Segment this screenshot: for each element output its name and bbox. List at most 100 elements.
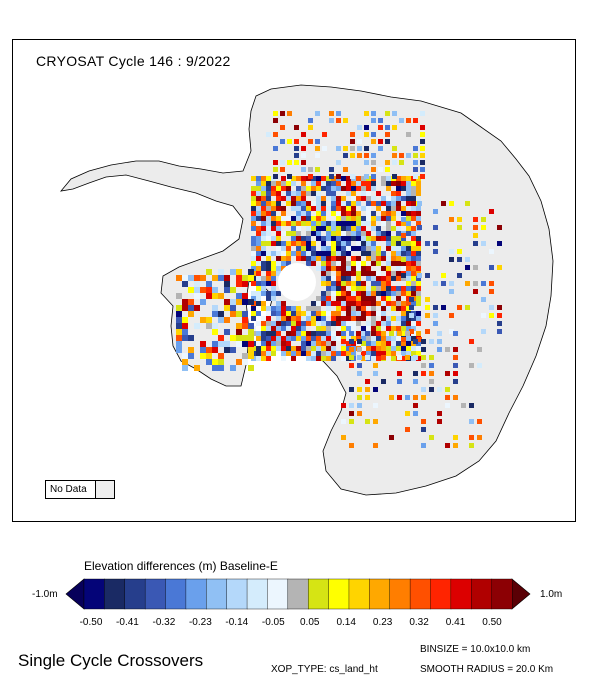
binsize-label: BINSIZE = 10.0x10.0 km (420, 644, 531, 655)
data-cell (291, 221, 296, 226)
data-cell (411, 351, 416, 356)
data-cell (206, 323, 212, 329)
colorbar-tick-label: 0.14 (336, 617, 356, 628)
data-cell (385, 111, 390, 116)
data-cell (326, 306, 331, 311)
data-cell (406, 226, 411, 231)
data-cell (357, 347, 362, 352)
data-cell (306, 346, 311, 351)
data-cell (321, 276, 326, 281)
data-cell (261, 181, 266, 186)
data-cell (236, 359, 242, 365)
data-cell (341, 206, 346, 211)
data-cell (357, 395, 362, 400)
data-cell (336, 271, 341, 276)
data-cell (346, 281, 351, 286)
data-cell (357, 139, 362, 144)
data-cell (373, 371, 378, 376)
data-cell (341, 251, 346, 256)
data-cell (296, 206, 301, 211)
data-cell (406, 256, 411, 261)
colorbar-swatch (287, 578, 309, 610)
data-cell (425, 305, 430, 310)
data-cell (341, 339, 346, 344)
data-cell (416, 351, 421, 356)
data-cell (236, 335, 242, 341)
data-cell (336, 286, 341, 291)
data-cell (230, 365, 236, 371)
data-cell (416, 341, 421, 346)
data-cell (182, 359, 188, 365)
data-cell (276, 236, 281, 241)
data-cell (301, 211, 306, 216)
data-cell (406, 306, 411, 311)
data-cell (224, 275, 230, 281)
colorbar-swatch (165, 578, 187, 610)
data-cell (326, 271, 331, 276)
data-cell (296, 201, 301, 206)
data-cell (449, 217, 454, 222)
data-cell (386, 336, 391, 341)
data-cell (406, 271, 411, 276)
data-cell (271, 216, 276, 221)
data-cell (321, 321, 326, 326)
data-cell (413, 395, 418, 400)
data-cell (331, 201, 336, 206)
data-cell (425, 273, 430, 278)
data-cell (366, 196, 371, 201)
data-cell (296, 351, 301, 356)
data-cell (371, 311, 376, 316)
data-cell (350, 153, 355, 158)
data-cell (321, 261, 326, 266)
data-cell (376, 216, 381, 221)
data-cell (371, 226, 376, 231)
data-cell (411, 191, 416, 196)
data-cell (321, 226, 326, 231)
data-cell (445, 403, 450, 408)
data-cell (429, 363, 434, 368)
data-cell (286, 246, 291, 251)
data-cell (351, 266, 356, 271)
data-cell (356, 286, 361, 291)
data-cell (306, 236, 311, 241)
data-cell (281, 321, 286, 326)
data-cell (416, 356, 421, 361)
data-cell (461, 403, 466, 408)
colorbar-swatch (369, 578, 391, 610)
data-cell (281, 311, 286, 316)
data-cell (449, 249, 454, 254)
data-cell (281, 211, 286, 216)
data-cell (212, 329, 218, 335)
data-cell (306, 321, 311, 326)
data-cell (248, 275, 254, 281)
data-cell (286, 331, 291, 336)
data-cell (316, 331, 321, 336)
data-cell (356, 241, 361, 246)
data-cell (346, 216, 351, 221)
data-cell (261, 231, 266, 236)
data-cell (286, 321, 291, 326)
data-cell (391, 291, 396, 296)
data-cell (331, 341, 336, 346)
data-cell (366, 186, 371, 191)
data-cell (453, 347, 458, 352)
data-cell (311, 251, 316, 256)
data-cell (218, 353, 224, 359)
data-cell (346, 236, 351, 241)
data-cell (261, 236, 266, 241)
data-cell (256, 191, 261, 196)
data-cell (449, 313, 454, 318)
data-cell (341, 291, 346, 296)
data-cell (286, 326, 291, 331)
data-cell (453, 379, 458, 384)
data-cell (251, 316, 256, 321)
data-cell (396, 246, 401, 251)
data-cell (251, 226, 256, 231)
data-cell (416, 296, 421, 301)
data-cell (200, 347, 206, 353)
data-cell (291, 356, 296, 361)
data-cell (321, 181, 326, 186)
data-cell (276, 201, 281, 206)
colorbar-low-arrow (65, 578, 85, 610)
data-cell (361, 261, 366, 266)
